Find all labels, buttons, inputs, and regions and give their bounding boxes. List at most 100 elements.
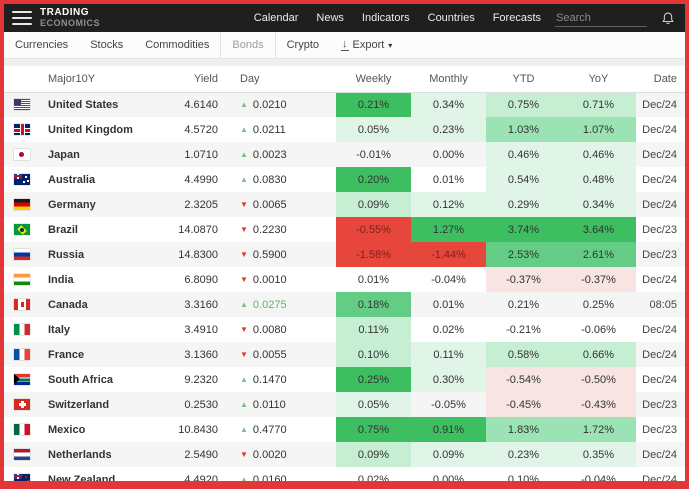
day-direction-icon: ▲ [240, 174, 248, 184]
bell-icon[interactable] [661, 11, 675, 26]
bonds-table: Major10Y Yield Day Weekly Monthly YTD Yo… [4, 66, 685, 481]
monthly-cell: -0.05% [411, 392, 486, 417]
nav-countries[interactable]: Countries [427, 12, 475, 24]
day-change: ▼ 0.0065 [222, 192, 336, 217]
export-button[interactable]: ↓ Export ▾ [330, 32, 403, 58]
day-value: 0.0010 [252, 273, 287, 286]
date-value: Dec/23 [636, 217, 685, 242]
country-name[interactable]: New Zealand [40, 467, 150, 481]
monthly-cell: 0.01% [411, 167, 486, 192]
country-name[interactable]: Germany [40, 192, 150, 217]
logo[interactable]: TRADING ECONOMICS [40, 8, 100, 28]
day-change: ▼ 0.2230 [222, 217, 336, 242]
yoy-cell: 1.72% [561, 417, 636, 442]
monthly-cell: 0.30% [411, 367, 486, 392]
column-header-day[interactable]: Day [222, 66, 336, 93]
day-direction-icon: ▼ [240, 349, 248, 359]
ytd-cell: 0.21% [486, 292, 561, 317]
table-row[interactable]: Netherlands 2.5490 ▼ 0.0020 0.09% 0.09% 0… [4, 442, 685, 467]
yoy-cell: 0.25% [561, 292, 636, 317]
country-name[interactable]: India [40, 267, 150, 292]
day-change: ▲ 0.4770 [222, 417, 336, 442]
country-flag-icon [14, 399, 30, 411]
table-row[interactable]: United States 4.6140 ▲ 0.0210 0.21% 0.34%… [4, 92, 685, 117]
table-row[interactable]: South Africa 9.2320 ▲ 0.1470 0.25% 0.30% … [4, 367, 685, 392]
country-name[interactable]: United States [40, 92, 150, 117]
country-name[interactable]: Japan [40, 142, 150, 167]
ytd-cell: 1.83% [486, 417, 561, 442]
weekly-cell: -0.01% [336, 142, 411, 167]
country-name[interactable]: Netherlands [40, 442, 150, 467]
flag-cell [4, 142, 40, 167]
tab-bonds[interactable]: Bonds [221, 32, 276, 58]
country-name[interactable]: United Kingdom [40, 117, 150, 142]
yield-value: 9.2320 [150, 367, 222, 392]
column-header-weekly[interactable]: Weekly [336, 66, 411, 93]
tab-stocks[interactable]: Stocks [90, 39, 124, 51]
table-row[interactable]: Brazil 14.0870 ▼ 0.2230 -0.55% 1.27% 3.74… [4, 217, 685, 242]
monthly-cell: 0.09% [411, 442, 486, 467]
date-value: Dec/24 [636, 342, 685, 367]
ytd-cell: 1.03% [486, 117, 561, 142]
yield-value: 10.8430 [150, 417, 222, 442]
country-name[interactable]: Australia [40, 167, 150, 192]
day-value: 0.0023 [252, 148, 287, 161]
tab-commodities[interactable]: Commodities [145, 39, 210, 51]
flag-cell [4, 467, 40, 481]
flag-cell [4, 117, 40, 142]
hamburger-menu-icon[interactable] [12, 11, 32, 25]
country-name[interactable]: Italy [40, 317, 150, 342]
day-direction-icon: ▼ [240, 224, 248, 234]
country-name[interactable]: France [40, 342, 150, 367]
nav-news[interactable]: News [316, 12, 344, 24]
table-row[interactable]: Russia 14.8300 ▼ 0.5900 -1.58% -1.44% 2.5… [4, 242, 685, 267]
table-row[interactable]: Mexico 10.8430 ▲ 0.4770 0.75% 0.91% 1.83%… [4, 417, 685, 442]
tab-currencies[interactable]: Currencies [15, 39, 69, 51]
table-body: United States 4.6140 ▲ 0.0210 0.21% 0.34%… [4, 92, 685, 481]
country-name[interactable]: South Africa [40, 367, 150, 392]
table-row[interactable]: Germany 2.3205 ▼ 0.0065 0.09% 0.12% 0.29%… [4, 192, 685, 217]
search-input[interactable] [555, 9, 647, 27]
nav-indicators[interactable]: Indicators [361, 12, 410, 24]
monthly-cell: 0.02% [411, 317, 486, 342]
table-row[interactable]: Canada 3.3160 ▲ 0.0275 0.18% 0.01% 0.21% … [4, 292, 685, 317]
day-change: ▲ 0.0210 [222, 92, 336, 117]
day-change: ▼ 0.0010 [222, 267, 336, 292]
country-flag-icon [14, 424, 30, 436]
column-header-monthly[interactable]: Monthly [411, 66, 486, 93]
chevron-down-icon: ▾ [388, 40, 393, 50]
country-name[interactable]: Russia [40, 242, 150, 267]
spacer [4, 59, 685, 66]
country-name[interactable]: Mexico [40, 417, 150, 442]
country-name[interactable]: Canada [40, 292, 150, 317]
nav-forecasts[interactable]: Forecasts [492, 12, 541, 24]
download-icon: ↓ [341, 38, 349, 51]
monthly-cell: 0.12% [411, 192, 486, 217]
table-row[interactable]: Italy 3.4910 ▼ 0.0080 0.11% 0.02% -0.21% … [4, 317, 685, 342]
monthly-cell: 0.00% [411, 467, 486, 481]
tab-crypto[interactable]: Crypto [286, 39, 319, 51]
yield-value: 4.6140 [150, 92, 222, 117]
table-row[interactable]: France 3.1360 ▼ 0.0055 0.10% 0.11% 0.58% … [4, 342, 685, 367]
country-name[interactable]: Switzerland [40, 392, 150, 417]
column-header-yoy[interactable]: YoY [561, 66, 636, 93]
yoy-cell: 3.64% [561, 217, 636, 242]
flag-cell [4, 442, 40, 467]
nav-calendar[interactable]: Calendar [253, 12, 299, 24]
day-value: 0.1470 [252, 373, 287, 386]
table-row[interactable]: Australia 4.4990 ▲ 0.0830 0.20% 0.01% 0.5… [4, 167, 685, 192]
export-label: Export [352, 39, 385, 51]
flag-cell [4, 367, 40, 392]
flag-column-header [4, 66, 40, 93]
table-row[interactable]: New Zealand 4.4920 ▲ 0.0160 0.02% 0.00% 0… [4, 467, 685, 481]
country-name[interactable]: Brazil [40, 217, 150, 242]
column-header-major10y[interactable]: Major10Y [40, 66, 150, 93]
table-row[interactable]: Japan 1.0710 ▲ 0.0023 -0.01% 0.00% 0.46% … [4, 142, 685, 167]
table-row[interactable]: Switzerland 0.2530 ▲ 0.0110 0.05% -0.05% … [4, 392, 685, 417]
date-value: Dec/23 [636, 417, 685, 442]
column-header-ytd[interactable]: YTD [486, 66, 561, 93]
table-row[interactable]: India 6.8090 ▼ 0.0010 0.01% -0.04% -0.37%… [4, 267, 685, 292]
table-row[interactable]: United Kingdom 4.5720 ▲ 0.0211 0.05% 0.23… [4, 117, 685, 142]
column-header-yield[interactable]: Yield [150, 66, 222, 93]
column-header-date[interactable]: Date [636, 66, 685, 93]
